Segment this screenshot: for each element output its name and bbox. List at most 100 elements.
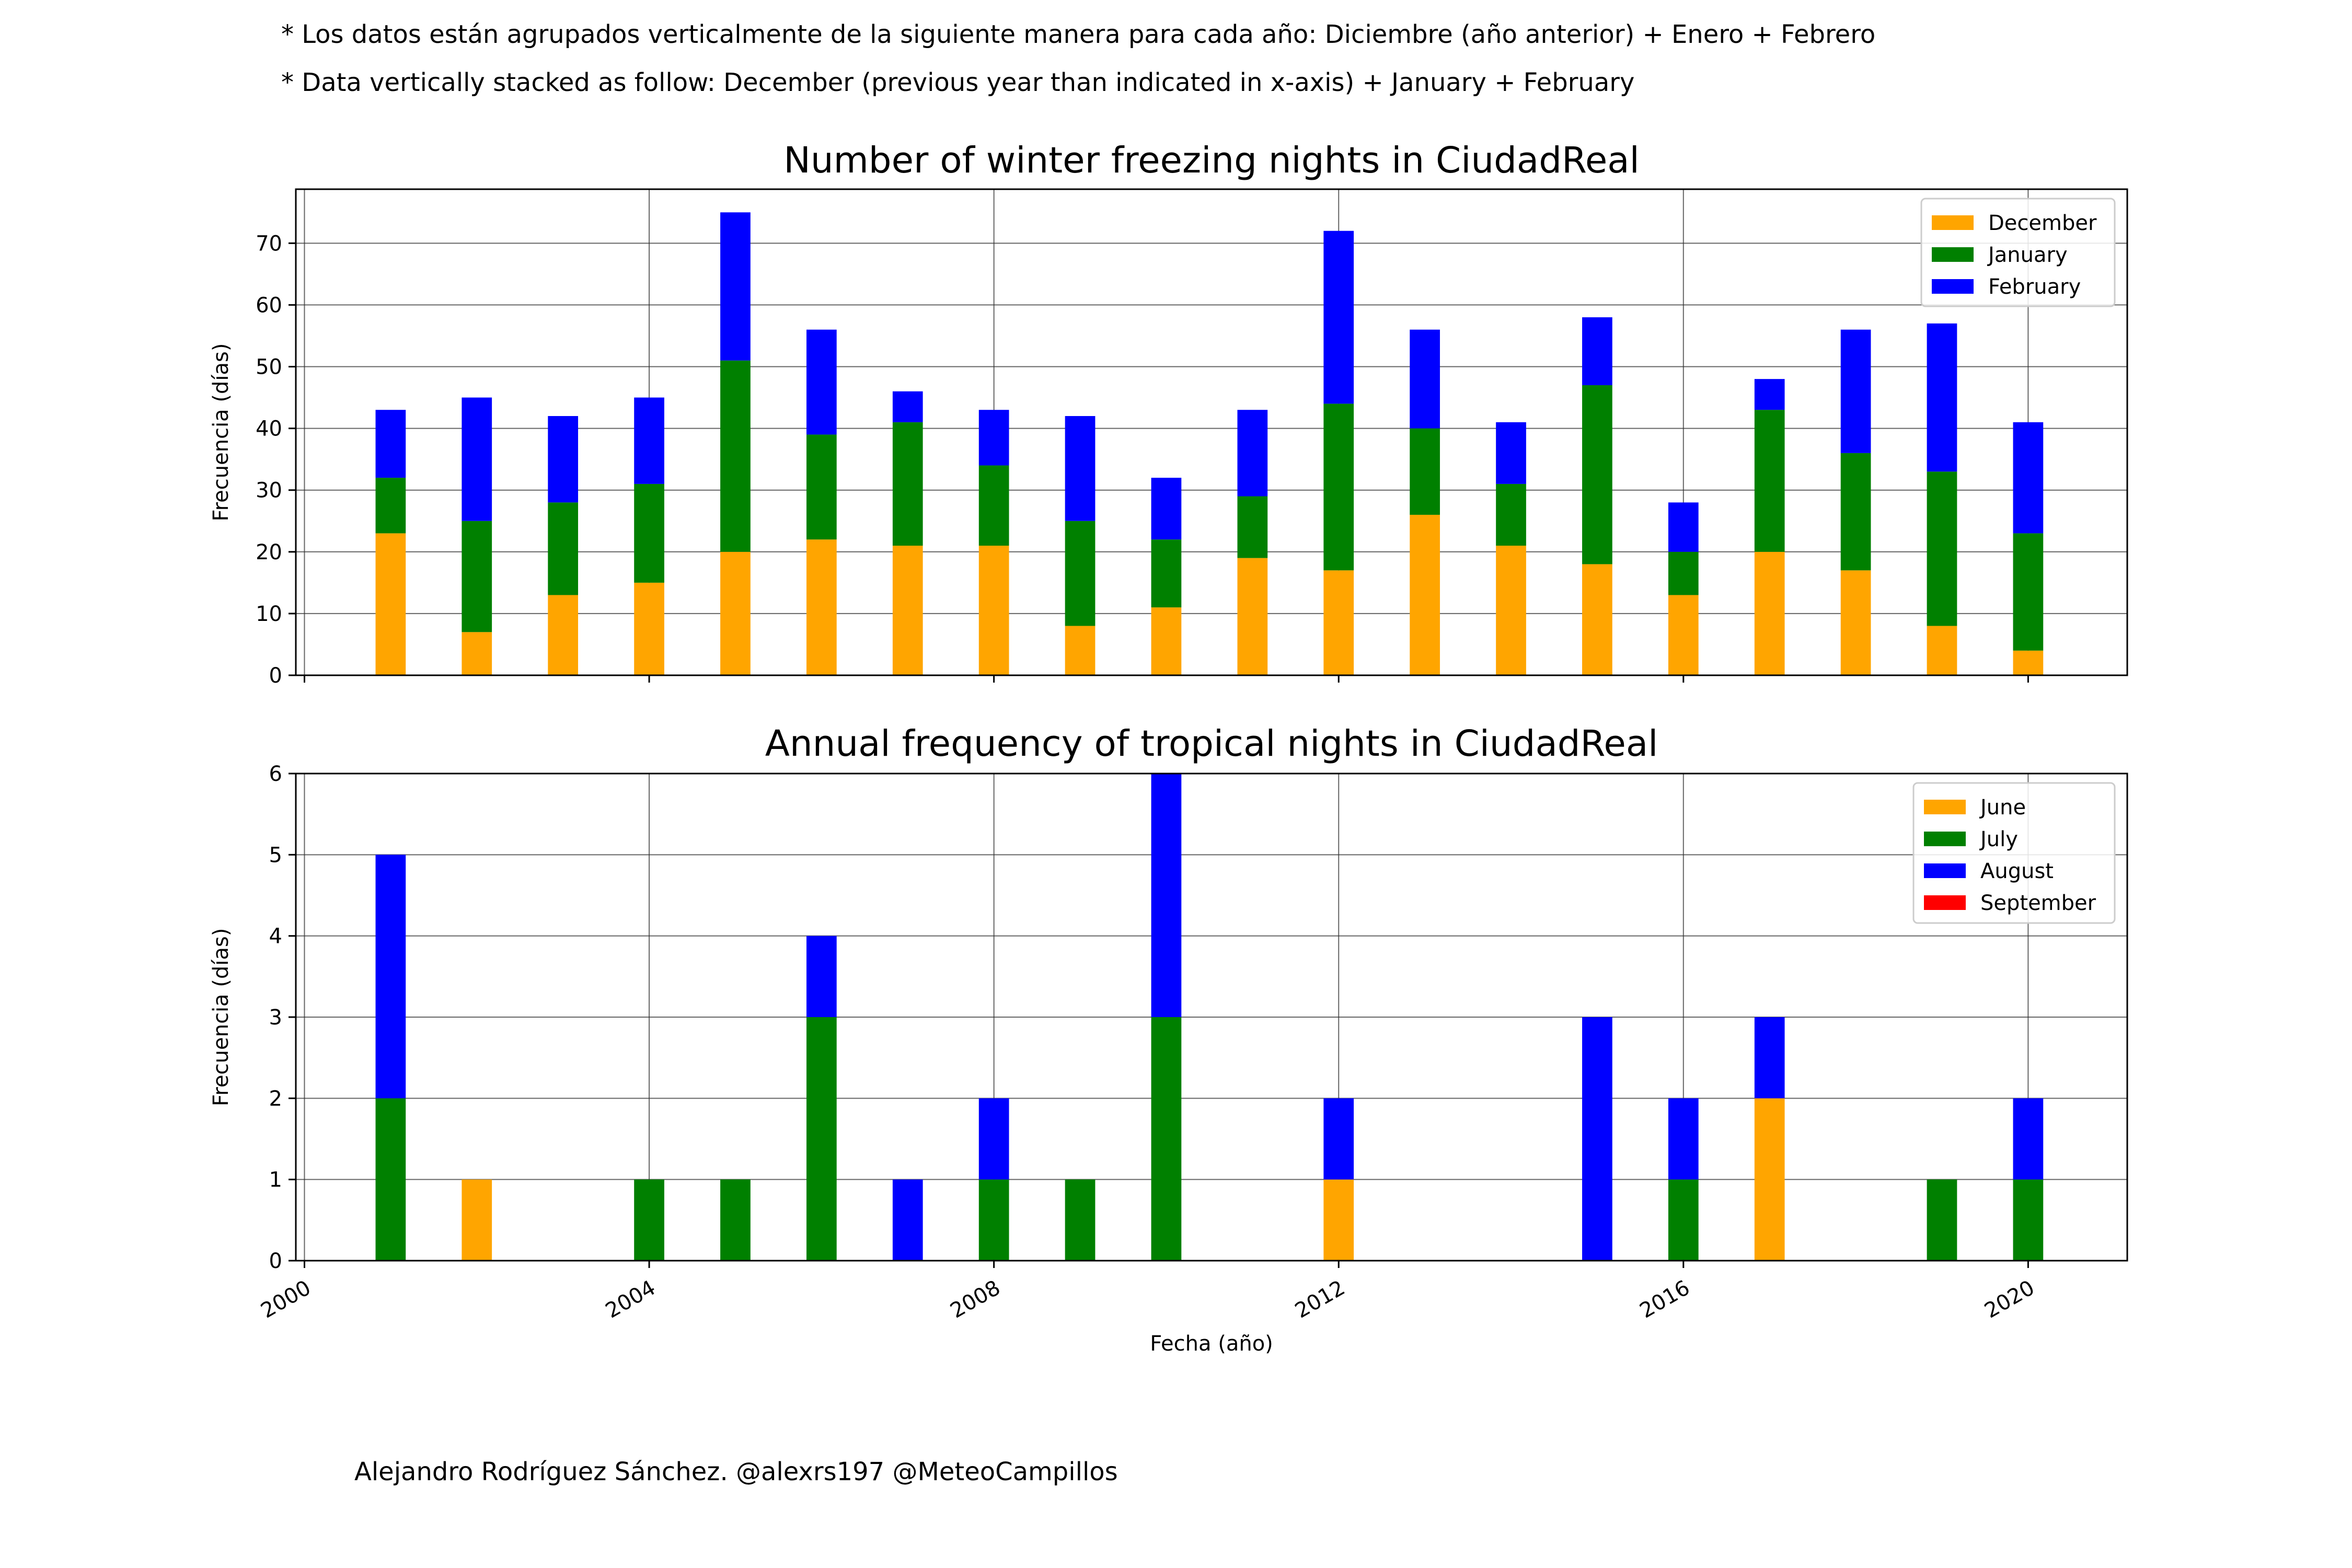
bar-segment-january-2020 xyxy=(2013,533,2044,651)
x-axis-label: Fecha (año) xyxy=(1150,1332,1273,1356)
author-credit: Alejandro Rodríguez Sánchez. @alexrs197 … xyxy=(354,1457,1118,1486)
bar-segment-december-2004 xyxy=(634,582,664,675)
note-spanish: * Los datos están agrupados verticalment… xyxy=(281,20,1876,49)
bar-segment-february-2008 xyxy=(978,410,1009,466)
bar-segment-february-2003 xyxy=(548,416,579,503)
bar-segment-june-2012 xyxy=(1323,1179,1354,1261)
bar-segment-january-2001 xyxy=(375,478,406,534)
bar-segment-december-2019 xyxy=(1927,626,1957,675)
legend-label-august: August xyxy=(1980,859,2054,883)
chart-title: Number of winter freezing nights in Ciud… xyxy=(783,140,1640,181)
bar-segment-december-2010 xyxy=(1151,607,1182,675)
bar-segment-february-2018 xyxy=(1840,329,1871,453)
bar-segment-february-2005 xyxy=(720,212,751,361)
y-tick-label: 0 xyxy=(269,1249,282,1273)
legend-swatch-february xyxy=(1932,279,1974,294)
bar-segment-december-2015 xyxy=(1582,564,1612,675)
y-tick-label: 40 xyxy=(256,417,282,441)
bar-segment-august-2020 xyxy=(2013,1098,2044,1180)
legend-label-january: January xyxy=(1987,243,2068,267)
bar-segment-july-2008 xyxy=(978,1179,1009,1261)
bar-segment-august-2010 xyxy=(1151,774,1182,1017)
chart-title: Annual frequency of tropical nights in C… xyxy=(765,723,1658,765)
bar-segment-december-2017 xyxy=(1754,551,1785,675)
y-tick-label: 50 xyxy=(256,355,282,379)
legend-label-february: February xyxy=(1988,275,2081,299)
bar-segment-january-2010 xyxy=(1151,539,1182,608)
bar-segment-january-2017 xyxy=(1754,410,1785,552)
axes-frame xyxy=(295,188,2128,676)
x-tick-label: 2000 xyxy=(257,1276,315,1323)
bar-segment-february-2006 xyxy=(806,329,837,435)
legend-label-december: December xyxy=(1988,211,2097,235)
bar-segment-december-2018 xyxy=(1840,570,1871,675)
chart-2: 0 1 2 3 4 5 6 2000 2004 2008 2012 2016 2020 Annual fr… xyxy=(209,723,2128,1356)
y-tick-label: 2 xyxy=(269,1087,282,1111)
y-axis-label: Frecuencia (días) xyxy=(209,928,233,1106)
y-tick-label: 3 xyxy=(269,1006,282,1030)
bar-segment-december-2001 xyxy=(375,533,406,675)
bar-segment-february-2012 xyxy=(1323,230,1354,404)
legend-swatch-august xyxy=(1924,863,1966,878)
legend-swatch-december xyxy=(1932,215,1974,230)
legend-swatch-january xyxy=(1932,247,1974,262)
x-tick-label: 2008 xyxy=(946,1276,1004,1323)
bar-segment-august-2016 xyxy=(1668,1098,1699,1180)
y-tick-label: 70 xyxy=(256,232,282,256)
bar-segment-december-2009 xyxy=(1065,626,1096,675)
bar-segment-august-2006 xyxy=(806,936,837,1017)
bar-segment-february-2014 xyxy=(1496,422,1526,484)
bar-segment-february-2002 xyxy=(462,397,492,521)
bar-segment-july-2016 xyxy=(1668,1179,1699,1261)
legend-swatch-july xyxy=(1924,832,1966,846)
bar-segment-august-2001 xyxy=(375,855,406,1099)
bar-segment-january-2014 xyxy=(1496,483,1526,546)
bar-segment-january-2005 xyxy=(720,360,751,552)
legend-swatch-september xyxy=(1924,895,1966,910)
bar-segment-december-2007 xyxy=(892,546,923,675)
bar-segment-august-2008 xyxy=(978,1098,1009,1180)
bar-segment-july-2005 xyxy=(720,1179,751,1261)
note-english: * Data vertically stacked as follow: Dec… xyxy=(281,68,1635,97)
x-tick-label: 2020 xyxy=(1980,1276,2038,1323)
bar-segment-december-2012 xyxy=(1323,570,1354,675)
bar-segment-january-2019 xyxy=(1927,471,1957,626)
bar-segment-august-2015 xyxy=(1582,1017,1612,1261)
bar-segment-february-2009 xyxy=(1065,416,1096,521)
bar-segment-january-2015 xyxy=(1582,385,1612,564)
legend-label-september: September xyxy=(1980,891,2096,915)
bar-segment-july-2004 xyxy=(634,1179,664,1261)
bar-segment-january-2011 xyxy=(1237,496,1268,558)
bar-segment-december-2005 xyxy=(720,551,751,675)
bar-segment-february-2017 xyxy=(1754,379,1785,410)
x-tick-label: 2016 xyxy=(1636,1276,1694,1323)
y-axis-label: Frecuencia (días) xyxy=(209,343,233,522)
bar-segment-february-2001 xyxy=(375,410,406,478)
bar-segment-june-2017 xyxy=(1754,1098,1785,1261)
bar-segment-january-2006 xyxy=(806,434,837,540)
bar-segment-june-2002 xyxy=(462,1179,492,1261)
bar-segment-december-2008 xyxy=(978,546,1009,675)
y-tick-label: 20 xyxy=(256,540,282,564)
x-tick-label: 2012 xyxy=(1291,1276,1349,1323)
bar-segment-february-2007 xyxy=(892,391,923,422)
bar-segment-december-2002 xyxy=(462,632,492,675)
bar-segment-january-2016 xyxy=(1668,551,1699,595)
bar-segment-february-2015 xyxy=(1582,317,1612,385)
bar-segment-december-2020 xyxy=(2013,650,2044,675)
legend: June July August September xyxy=(1912,782,2116,924)
bar-segment-december-2006 xyxy=(806,539,837,675)
legend-label-june: June xyxy=(1979,795,2026,820)
chart-1: 0 10 20 30 40 50 60 70 Number of winter freezing… xyxy=(209,140,2128,688)
bar-segment-august-2017 xyxy=(1754,1017,1785,1099)
bar-segment-january-2004 xyxy=(634,483,664,583)
bar-segment-july-2006 xyxy=(806,1017,837,1261)
bar-segment-july-2019 xyxy=(1927,1179,1957,1261)
bar-segment-january-2002 xyxy=(462,521,492,632)
bar-segment-december-2014 xyxy=(1496,546,1526,675)
bar-segment-july-2010 xyxy=(1151,1017,1182,1261)
bar-segment-february-2011 xyxy=(1237,410,1268,497)
y-tick-label: 5 xyxy=(269,843,282,867)
bar-segment-february-2010 xyxy=(1151,478,1182,540)
